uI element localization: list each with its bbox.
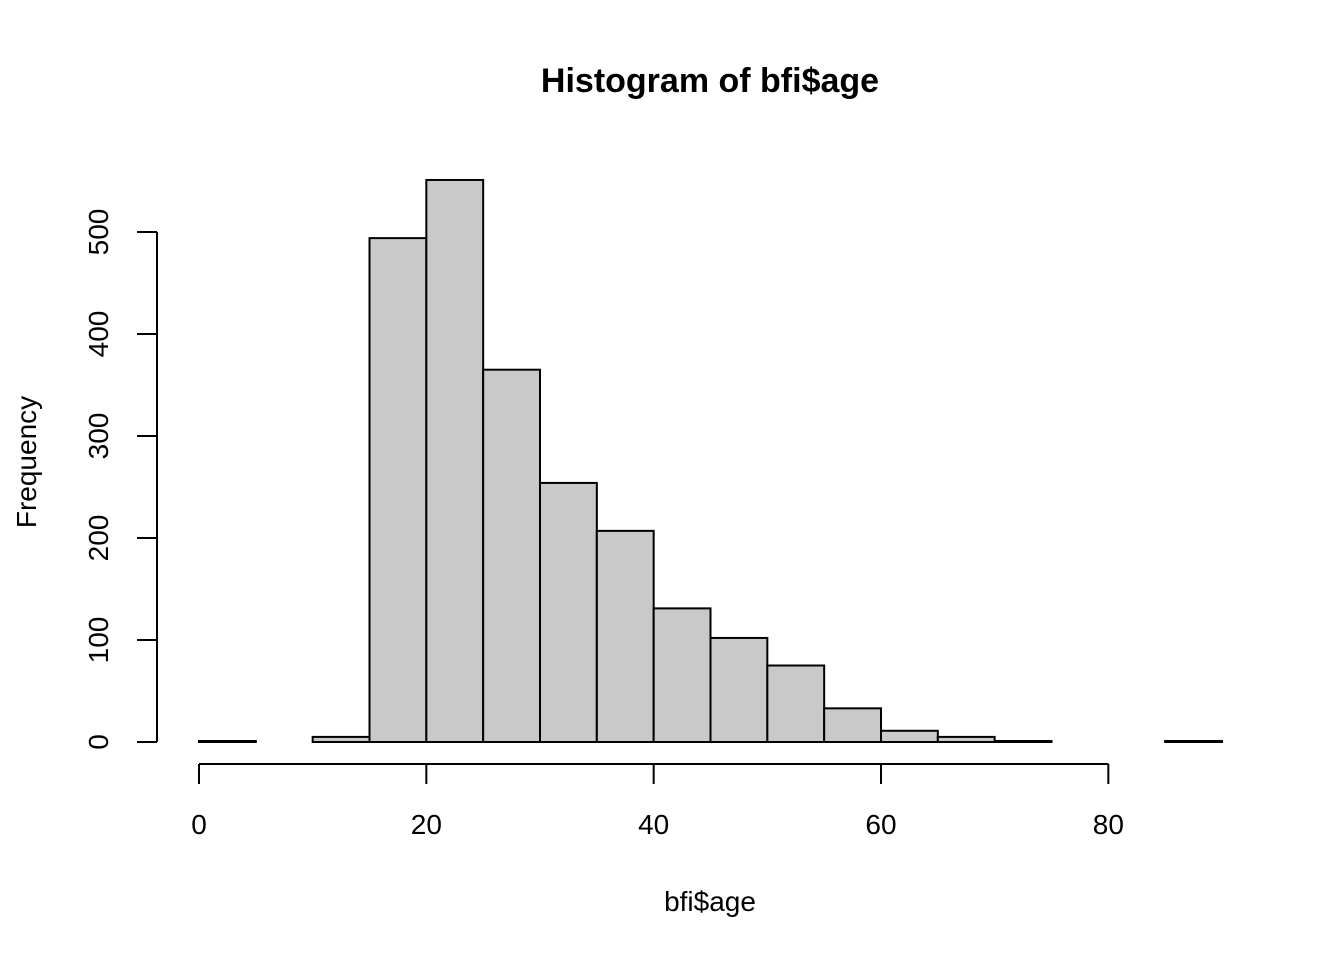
histogram-bar-9: [709, 636, 769, 744]
chart-title: Histogram of bfi$age: [541, 62, 879, 100]
histogram-bar-5: [482, 368, 541, 743]
histogram-bar-11: [823, 707, 883, 744]
x-tick-label-60: 60: [865, 809, 896, 840]
histogram-bar-2: [311, 735, 371, 744]
y-axis: 0 100 200 300 400 500: [83, 209, 158, 750]
y-tick-label-500: 500: [83, 209, 114, 256]
x-tick-label-20: 20: [411, 809, 442, 840]
histogram-bar-4: [425, 178, 485, 744]
x-tick-label-0: 0: [191, 809, 207, 840]
y-tick-label-100: 100: [83, 617, 114, 664]
histogram-bar-7: [595, 529, 655, 743]
histogram-bar-10: [766, 664, 826, 743]
histogram-bar-17: [1164, 739, 1223, 743]
y-tick-label-200: 200: [83, 515, 114, 562]
histogram-bar-12: [880, 729, 939, 744]
histogram-bar-13: [936, 735, 996, 744]
histogram-bar-8: [652, 607, 712, 743]
y-axis-label: Frequency: [11, 396, 42, 528]
histogram-bar-14: [993, 739, 1053, 743]
histogram-bar-6: [539, 481, 598, 743]
histogram-bar-0: [198, 739, 257, 743]
y-tick-label-300: 300: [83, 413, 114, 460]
x-tick-label-40: 40: [638, 809, 669, 840]
y-tick-label-0: 0: [83, 734, 114, 750]
x-tick-label-80: 80: [1093, 809, 1124, 840]
x-axis-label: bfi$age: [664, 886, 756, 917]
bars-group: [198, 178, 1223, 744]
histogram-bar-3: [368, 237, 428, 743]
y-tick-label-400: 400: [83, 311, 114, 358]
x-axis: 0 20 40 60 80: [191, 763, 1124, 840]
